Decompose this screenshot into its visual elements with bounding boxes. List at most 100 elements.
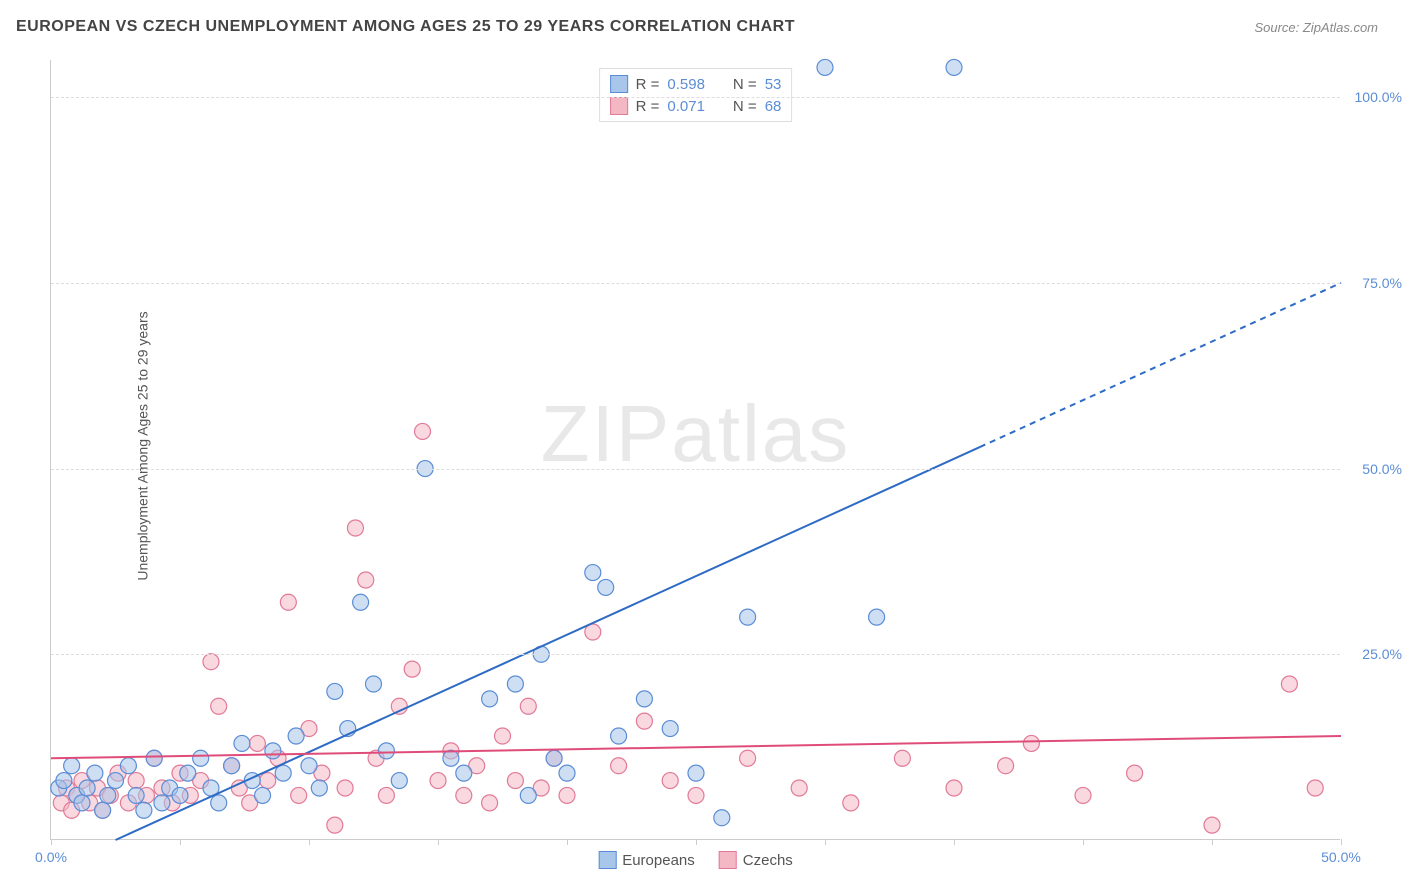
data-point-czechs <box>404 661 420 677</box>
data-point-europeans <box>146 750 162 766</box>
data-point-europeans <box>520 787 536 803</box>
data-point-czechs <box>378 787 394 803</box>
data-point-czechs <box>358 572 374 588</box>
data-point-czechs <box>203 654 219 670</box>
data-point-europeans <box>79 780 95 796</box>
data-point-czechs <box>946 780 962 796</box>
data-point-europeans <box>740 609 756 625</box>
grid-line <box>51 283 1340 284</box>
x-tick <box>438 839 439 845</box>
data-point-europeans <box>817 59 833 75</box>
n-label: N = <box>733 76 757 93</box>
data-point-czechs <box>1075 787 1091 803</box>
y-tick-label: 25.0% <box>1362 646 1402 662</box>
data-point-europeans <box>211 795 227 811</box>
data-point-europeans <box>585 565 601 581</box>
data-point-europeans <box>662 721 678 737</box>
x-tick-label: 0.0% <box>35 849 67 865</box>
y-tick-label: 75.0% <box>1362 275 1402 291</box>
legend-item-europeans: Europeans <box>598 851 695 869</box>
data-point-europeans <box>64 758 80 774</box>
data-point-czechs <box>520 698 536 714</box>
legend-stats-row-europeans: R = 0.598 N = 53 <box>610 73 782 95</box>
data-point-europeans <box>507 676 523 692</box>
data-point-europeans <box>636 691 652 707</box>
x-tick <box>180 839 181 845</box>
data-point-europeans <box>120 758 136 774</box>
n-value-europeans: 53 <box>765 76 782 93</box>
data-point-czechs <box>636 713 652 729</box>
data-point-europeans <box>869 609 885 625</box>
data-point-europeans <box>56 773 72 789</box>
x-tick <box>1212 839 1213 845</box>
data-point-czechs <box>280 594 296 610</box>
data-point-europeans <box>456 765 472 781</box>
y-tick-label: 100.0% <box>1355 89 1402 105</box>
grid-line <box>51 654 1340 655</box>
x-tick <box>696 839 697 845</box>
data-point-europeans <box>378 743 394 759</box>
data-point-czechs <box>128 773 144 789</box>
data-point-europeans <box>172 787 188 803</box>
n-value-czechs: 68 <box>765 98 782 115</box>
data-point-europeans <box>265 743 281 759</box>
data-point-europeans <box>946 59 962 75</box>
swatch-czechs <box>610 97 628 115</box>
data-point-czechs <box>559 787 575 803</box>
data-point-europeans <box>353 594 369 610</box>
data-point-europeans <box>688 765 704 781</box>
r-value-czechs: 0.071 <box>667 98 705 115</box>
data-point-czechs <box>843 795 859 811</box>
data-point-europeans <box>234 735 250 751</box>
data-point-czechs <box>688 787 704 803</box>
data-point-europeans <box>391 773 407 789</box>
data-point-czechs <box>430 773 446 789</box>
data-point-czechs <box>347 520 363 536</box>
scatter-plot-svg <box>51 60 1340 839</box>
data-point-europeans <box>128 787 144 803</box>
data-point-czechs <box>291 787 307 803</box>
data-point-czechs <box>495 728 511 744</box>
data-point-europeans <box>74 795 90 811</box>
data-point-europeans <box>275 765 291 781</box>
data-point-europeans <box>546 750 562 766</box>
grid-line <box>51 469 1340 470</box>
data-point-europeans <box>288 728 304 744</box>
r-label: R = <box>636 76 660 93</box>
y-tick-label: 50.0% <box>1362 461 1402 477</box>
data-point-europeans <box>154 795 170 811</box>
data-point-europeans <box>559 765 575 781</box>
data-point-europeans <box>108 773 124 789</box>
data-point-europeans <box>87 765 103 781</box>
regression-line-europeans <box>116 447 980 840</box>
n-label: N = <box>733 98 757 115</box>
swatch-czechs-bottom <box>719 851 737 869</box>
data-point-czechs <box>337 780 353 796</box>
data-point-czechs <box>456 787 472 803</box>
x-tick <box>51 839 52 845</box>
swatch-europeans-bottom <box>598 851 616 869</box>
x-tick-label: 50.0% <box>1321 849 1361 865</box>
data-point-europeans <box>180 765 196 781</box>
data-point-czechs <box>249 735 265 751</box>
data-point-czechs <box>1204 817 1220 833</box>
x-tick <box>567 839 568 845</box>
data-point-czechs <box>740 750 756 766</box>
data-point-europeans <box>224 758 240 774</box>
data-point-czechs <box>260 773 276 789</box>
chart-plot-area: ZIPatlas R = 0.598 N = 53 R = 0.071 N = … <box>50 60 1340 840</box>
data-point-europeans <box>95 802 111 818</box>
data-point-europeans <box>611 728 627 744</box>
data-point-czechs <box>998 758 1014 774</box>
grid-line <box>51 97 1340 98</box>
data-point-europeans <box>100 787 116 803</box>
data-point-europeans <box>366 676 382 692</box>
legend-stats-box: R = 0.598 N = 53 R = 0.071 N = 68 <box>599 68 793 122</box>
legend-stats-row-czechs: R = 0.071 N = 68 <box>610 95 782 117</box>
swatch-europeans <box>610 75 628 93</box>
data-point-europeans <box>443 750 459 766</box>
chart-title: EUROPEAN VS CZECH UNEMPLOYMENT AMONG AGE… <box>16 18 795 36</box>
data-point-czechs <box>211 698 227 714</box>
data-point-czechs <box>482 795 498 811</box>
x-tick <box>1083 839 1084 845</box>
